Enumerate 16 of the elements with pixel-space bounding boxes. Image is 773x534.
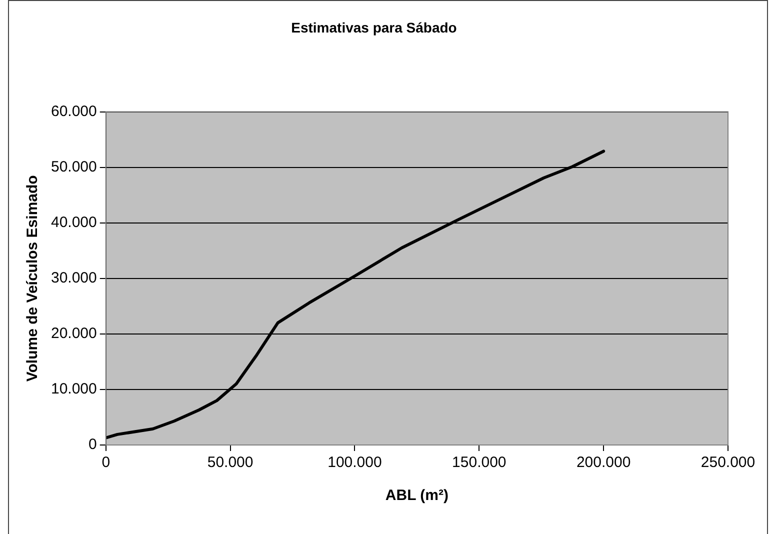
y-tick-label: 50.000 <box>50 158 97 176</box>
x-axis-title: ABL (m²) <box>385 487 448 504</box>
x-tick-label: 50.000 <box>207 454 254 472</box>
x-tick-label: 150.000 <box>452 454 506 472</box>
y-tick-label: 10.000 <box>50 380 97 398</box>
y-tick-label: 20.000 <box>50 325 97 342</box>
y-tick-label: 60.000 <box>50 102 97 120</box>
y-tick-label: 30.000 <box>50 270 97 287</box>
y-axis-title: Volume de Veículos Esimado <box>24 175 42 382</box>
x-tick-label: 0 <box>102 454 110 472</box>
x-tick-label: 200.000 <box>576 454 631 472</box>
x-tick-label: 250.000 <box>700 454 756 472</box>
x-tick-label: 100.000 <box>328 454 382 472</box>
y-tick-label: 0 <box>88 436 97 454</box>
chart-title: Estimativas para Sábado <box>291 19 457 36</box>
y-tick-label: 40.000 <box>50 214 97 232</box>
